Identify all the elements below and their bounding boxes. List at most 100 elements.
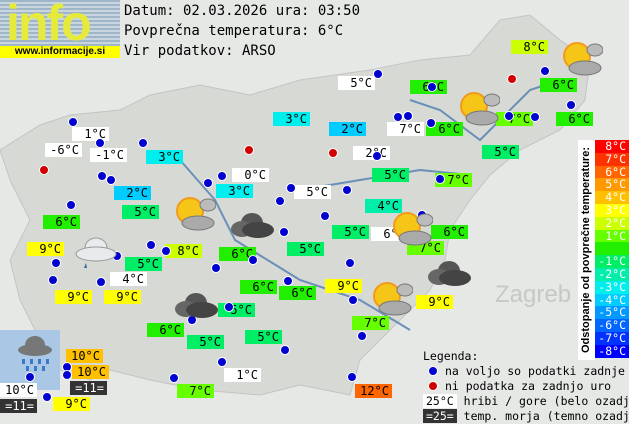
station-dot[interactable] [66, 200, 76, 210]
scale-step: -7°C [595, 332, 629, 345]
overcast-icon [228, 210, 276, 244]
station-temperature: -6°C [45, 143, 82, 157]
legend-ok: na voljo so podatki zadnje ure [444, 364, 629, 378]
red-dot-icon [428, 380, 438, 391]
date-line: Datum: 02.03.2026 ura: 03:50 [124, 3, 361, 19]
station-dot[interactable] [68, 117, 78, 127]
station-dot[interactable] [203, 178, 213, 188]
station-dot[interactable] [403, 111, 413, 121]
station-temperature: 7°C [177, 384, 214, 398]
legend-mountain-sample: 25°C [423, 394, 457, 408]
station-temperature: 5°C [332, 225, 369, 239]
station-dot-missing[interactable] [39, 165, 49, 175]
scale-step: 7°C [595, 152, 629, 166]
partly-cloudy-icon [385, 210, 434, 250]
rain-icon [15, 335, 55, 379]
map-label-zagreb: Zagreb [495, 281, 571, 308]
station-dot[interactable] [566, 100, 576, 110]
station-temperature: 9°C [416, 295, 453, 309]
station-temperature: 8°C [165, 244, 202, 258]
scale-step: 1°C [595, 229, 629, 243]
station-dot[interactable] [357, 331, 367, 341]
station-temperature: 5°C [125, 257, 162, 271]
station-dot[interactable] [342, 185, 352, 195]
station-dot[interactable] [224, 302, 234, 312]
scale-step: 3°C [595, 204, 629, 217]
station-temperature: 9°C [27, 242, 64, 256]
station-dot[interactable] [435, 174, 445, 184]
station-dot[interactable] [530, 112, 540, 122]
station-dot[interactable] [25, 372, 35, 382]
station-dot[interactable] [279, 227, 289, 237]
station-dot[interactable] [345, 258, 355, 268]
station-dot[interactable] [286, 183, 296, 193]
station-dot-missing[interactable] [244, 145, 254, 155]
station-dot[interactable] [348, 295, 358, 305]
station-dot[interactable] [211, 263, 221, 273]
partly-cloudy-icon [452, 90, 501, 130]
station-dot[interactable] [320, 211, 330, 221]
legend-row-sea: =25= temp. morja (temno ozadje) [423, 409, 629, 423]
overcast-icon [425, 258, 473, 292]
scale-step: 6°C [595, 165, 629, 179]
station-temperature: 0°C [232, 168, 269, 182]
station-dot[interactable] [62, 370, 72, 380]
station-temperature: 7°C [407, 241, 444, 255]
station-dot[interactable] [280, 345, 290, 355]
station-temperature: 5°C [245, 330, 282, 344]
station-temperature: 7°C [387, 122, 424, 136]
station-dot[interactable] [275, 196, 285, 206]
logo[interactable]: info www.informacije.si [0, 0, 120, 58]
station-dot[interactable] [427, 82, 437, 92]
station-dot[interactable] [138, 138, 148, 148]
station-dot[interactable] [161, 246, 171, 256]
station-dot[interactable] [283, 276, 293, 286]
station-temperature: 5°C [187, 335, 224, 349]
station-dot[interactable] [393, 112, 403, 122]
station-dot[interactable] [217, 357, 227, 367]
station-dot[interactable] [217, 171, 227, 181]
station-temperature: 10°C [0, 383, 37, 397]
station-dot[interactable] [96, 277, 106, 287]
station-dot[interactable] [106, 175, 116, 185]
station-dot[interactable] [504, 111, 514, 121]
station-dot[interactable] [51, 258, 61, 268]
scale-step: -4°C [595, 293, 629, 307]
scale-step: 8°C [595, 140, 629, 153]
deviation-scale: 8°C 7°C 6°C 5°C 4°C 3°C 2°C 1°C -1°C -2°C -3°C -4°C… [595, 140, 629, 358]
station-temperature: 9°C [104, 290, 141, 304]
legend-sea: temp. morja (temno ozadje) [463, 409, 629, 423]
station-dot[interactable] [347, 372, 357, 382]
station-dot[interactable] [42, 392, 52, 402]
station-dot[interactable] [248, 255, 258, 265]
station-dot[interactable] [372, 151, 382, 161]
station-dot[interactable] [540, 66, 550, 76]
cloudy-drizzle-icon [72, 235, 120, 273]
scale-step: -2°C [595, 268, 629, 281]
station-temperature: 10°C [72, 365, 109, 379]
station-temperature: 1°C [224, 368, 261, 382]
station-temperature: 5°C [482, 145, 519, 159]
logo-url[interactable]: www.informacije.si [0, 46, 120, 58]
partly-cloudy-icon [555, 40, 604, 80]
station-dot[interactable] [95, 138, 105, 148]
legend-missing: ni podatka za zadnjo uro [444, 379, 612, 393]
station-dot[interactable] [48, 275, 58, 285]
legend-row-missing: ni podatka za zadnjo uro [428, 379, 611, 393]
station-temperature: 8°C [511, 40, 548, 54]
station-dot-missing[interactable] [507, 74, 517, 84]
station-temperature: =11= [70, 381, 107, 395]
station-temperature: 9°C [53, 397, 90, 411]
station-temperature: 6°C [240, 280, 277, 294]
station-dot-missing[interactable] [328, 148, 338, 158]
station-temperature: 7°C [496, 112, 533, 126]
station-temperature: -1°C [90, 148, 127, 162]
logo-word: info [6, 0, 92, 51]
station-dot[interactable] [373, 69, 383, 79]
scale-step: -6°C [595, 319, 629, 332]
station-dot[interactable] [146, 240, 156, 250]
station-temperature: 2°C [329, 122, 366, 136]
station-dot[interactable] [169, 373, 179, 383]
station-dot[interactable] [426, 118, 436, 128]
legend-row-mountain: 25°C hribi / gore (belo ozadje) [423, 394, 629, 408]
